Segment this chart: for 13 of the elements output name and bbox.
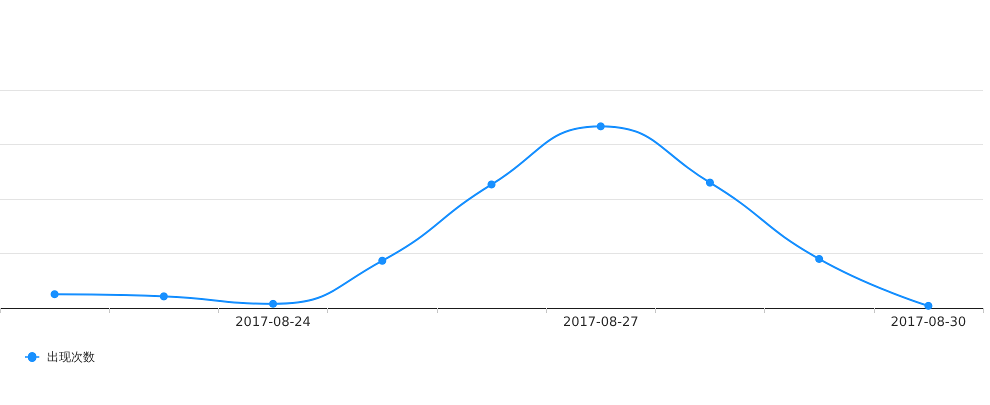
x-tick-label: 2017-08-27 [562, 315, 639, 330]
point [596, 122, 605, 130]
point [706, 178, 714, 187]
legend-label: 出现次数 [47, 350, 96, 364]
point [924, 302, 932, 310]
point [269, 300, 278, 308]
point [488, 180, 496, 188]
point [160, 292, 168, 300]
point [50, 290, 59, 298]
x-tick-label: 2017-08-24 [235, 315, 311, 330]
x-tick-label: 2017-08-30 [890, 315, 966, 330]
point [378, 256, 386, 265]
point [815, 254, 824, 263]
